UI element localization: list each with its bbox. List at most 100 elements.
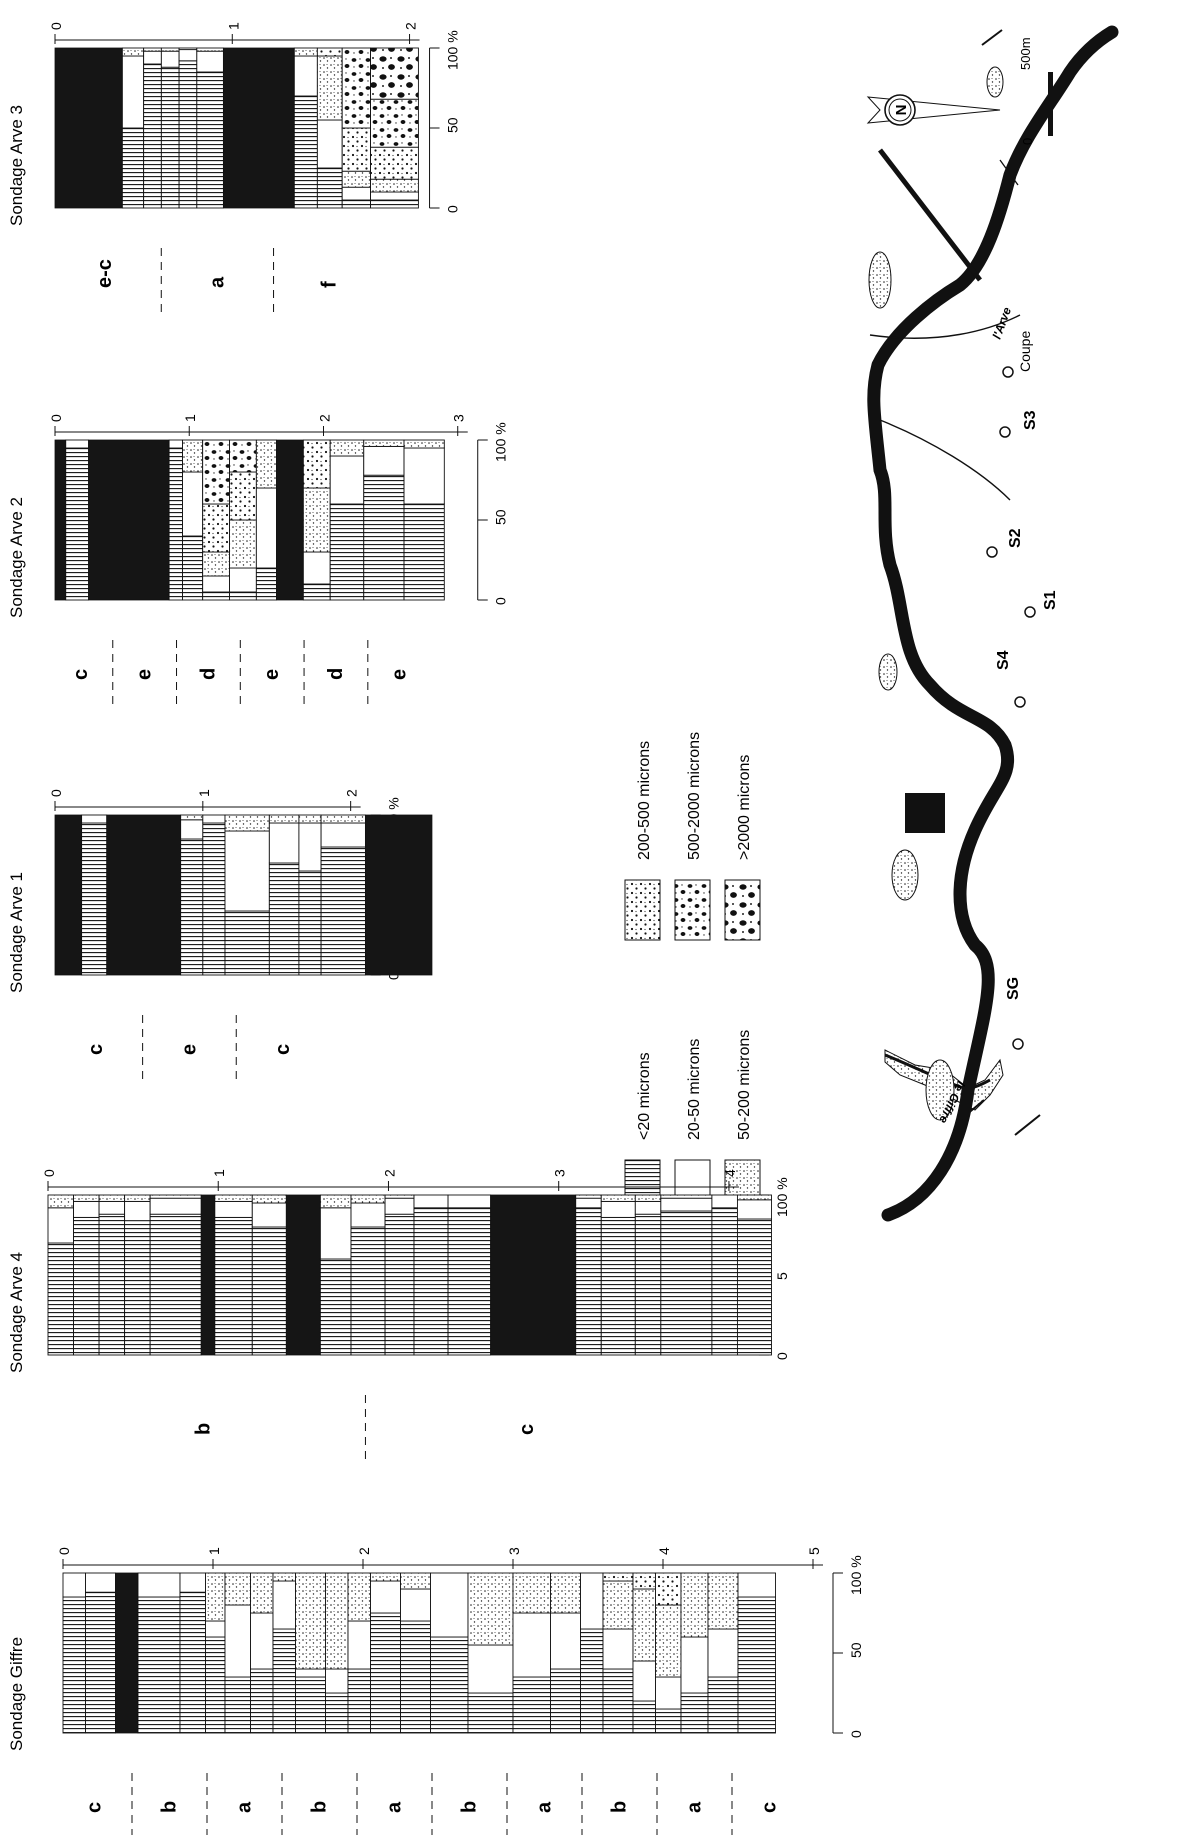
layer-fraction (224, 910, 270, 976)
layer-organic (54, 47, 123, 209)
layer-fraction (272, 1628, 296, 1734)
layer-organic (276, 439, 304, 601)
layer-fraction (196, 47, 224, 52)
layer-fraction (403, 439, 445, 449)
layer-fraction (65, 439, 90, 449)
unit-label: c (516, 1424, 538, 1435)
layer-fraction (400, 1620, 431, 1734)
layer-fraction (350, 1226, 386, 1356)
north-compass: N (866, 94, 1001, 126)
legend-swatch (624, 879, 661, 941)
layer-organic (490, 1194, 577, 1356)
unit-label: f (319, 281, 341, 288)
legend-label: 500-2000 microns (686, 732, 703, 860)
percent-label: 100 % (493, 422, 509, 462)
layer-fraction (47, 1242, 74, 1356)
layer-fraction (632, 1588, 656, 1662)
channel-line (878, 148, 982, 282)
percent-label: 0 (386, 972, 402, 980)
layer-fraction (121, 47, 145, 57)
layer-fraction (600, 1194, 636, 1202)
gravel-bar (891, 849, 919, 901)
layer-fraction (363, 445, 405, 476)
depth-label: 2 (381, 1169, 397, 1177)
layer-fraction (512, 1572, 551, 1614)
layer-fraction (316, 47, 343, 57)
layer-fraction (655, 1572, 682, 1606)
unit-label: c (84, 1802, 106, 1813)
layer-fraction (370, 98, 419, 148)
layer-fraction (660, 1194, 713, 1199)
layer-fraction (182, 471, 204, 537)
layer-fraction (180, 838, 204, 976)
layer-fraction (168, 447, 183, 601)
layer-fraction (47, 1194, 74, 1209)
layer-fraction (707, 1676, 739, 1734)
layer-fraction (384, 1213, 415, 1356)
legend-label: >2000 microns (736, 755, 753, 860)
layer-fraction (214, 1216, 253, 1356)
percent-label: 50 (848, 1642, 864, 1658)
layer-fraction (316, 119, 343, 169)
layer-fraction (341, 47, 371, 129)
layer-fraction (251, 1194, 287, 1204)
layer-fraction (600, 1216, 636, 1356)
layer-fraction (143, 63, 162, 209)
layer-fraction (81, 822, 108, 976)
layer-fraction (660, 1210, 713, 1356)
layer-fraction (272, 1572, 296, 1582)
depth-label: 2 (316, 414, 332, 422)
layer-fraction (403, 447, 445, 505)
layer-fraction (73, 1216, 100, 1356)
layer-fraction (580, 1572, 604, 1630)
gravel-bar (868, 251, 892, 309)
percent-label: 5 (774, 1272, 790, 1280)
layer-fraction (430, 1636, 469, 1734)
depth-label: 2 (356, 1547, 372, 1555)
layer-fraction (224, 1572, 251, 1606)
coupe-marker (1002, 366, 1014, 378)
layer-fraction (224, 1604, 251, 1678)
layer-fraction (62, 1572, 86, 1598)
site-markers (986, 366, 1036, 1050)
layer-fraction (711, 1207, 738, 1356)
legend-swatch (674, 879, 711, 941)
legend: <20 microns 20-50 microns 50-200 microns 20… (624, 732, 761, 1221)
layer-fraction (707, 1628, 739, 1678)
layer-fraction (179, 1591, 206, 1734)
layer-fraction (575, 1207, 602, 1356)
layer-fraction (73, 1200, 100, 1218)
layer-fraction (325, 1572, 349, 1670)
gravel-bar (925, 1059, 955, 1121)
layer-fraction (370, 1612, 401, 1734)
column-title: Sondage Giffre (7, 1637, 26, 1751)
flow-arrow (999, 159, 1019, 186)
layer-fraction (655, 1708, 682, 1734)
layer-fraction (202, 439, 230, 505)
arve-river-label: l'Arve (990, 305, 1015, 341)
scale-bar: 0 500m (1018, 37, 1053, 145)
layer-fraction (205, 1620, 226, 1638)
section-label: Coupe (1017, 331, 1033, 372)
layer-fraction (229, 439, 257, 473)
layer-fraction (363, 474, 405, 601)
layer-fraction (224, 830, 270, 912)
side-stream (879, 419, 1011, 501)
layer-fraction (736, 1218, 772, 1356)
layer-fraction (65, 447, 90, 601)
depth-label: 1 (211, 1169, 227, 1177)
layer-fraction (370, 191, 419, 201)
layer-fraction (202, 822, 226, 976)
layer-fraction (224, 814, 270, 832)
layer-fraction (298, 870, 322, 976)
layer-fraction (143, 50, 162, 65)
layer-fraction (350, 1194, 386, 1204)
layer-fraction (178, 47, 198, 51)
layer-fraction (214, 1200, 253, 1218)
column-title: Sondage Arve 4 (7, 1252, 26, 1373)
depth-label: 2 (403, 22, 419, 30)
layer-fraction (98, 1213, 126, 1356)
layer-fraction (149, 1197, 202, 1215)
layer-fraction (737, 1572, 776, 1598)
